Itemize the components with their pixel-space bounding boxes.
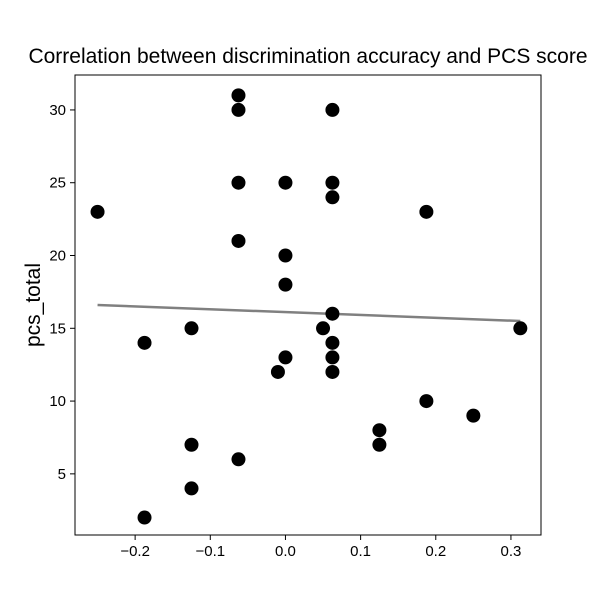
y-tick-label: 25 bbox=[49, 175, 66, 192]
x-tick-label: 0.0 bbox=[275, 543, 296, 560]
data-point bbox=[184, 321, 199, 336]
data-points bbox=[90, 88, 528, 525]
y-axis-label: pcs_total bbox=[22, 263, 45, 347]
data-point bbox=[231, 102, 246, 117]
data-point bbox=[231, 452, 246, 467]
x-tick-label: −0.1 bbox=[195, 543, 225, 560]
x-tick-label: 0.3 bbox=[501, 543, 522, 560]
data-point bbox=[278, 175, 293, 190]
data-point bbox=[278, 248, 293, 263]
y-tick-label: 15 bbox=[49, 320, 66, 337]
x-tick-label: −0.2 bbox=[120, 543, 150, 560]
y-tick-label: 30 bbox=[49, 102, 66, 119]
data-point bbox=[513, 321, 528, 336]
data-point bbox=[231, 175, 246, 190]
data-point bbox=[325, 335, 340, 350]
y-axis: 5 10 15 20 25 30 bbox=[49, 102, 75, 483]
x-tick-label: 0.1 bbox=[350, 543, 371, 560]
data-point bbox=[372, 437, 387, 452]
y-tick-label: 10 bbox=[49, 393, 66, 410]
data-point bbox=[90, 204, 105, 219]
data-point bbox=[278, 277, 293, 292]
plot-area bbox=[74, 74, 542, 536]
data-point bbox=[325, 306, 340, 321]
data-point bbox=[137, 335, 152, 350]
data-point bbox=[325, 350, 340, 365]
data-point bbox=[184, 481, 199, 496]
data-point bbox=[184, 437, 199, 452]
data-point bbox=[419, 204, 434, 219]
data-point bbox=[316, 321, 331, 336]
data-point bbox=[372, 423, 387, 438]
x-tick-label: 0.2 bbox=[425, 543, 446, 560]
data-point bbox=[278, 350, 293, 365]
data-point bbox=[466, 408, 481, 423]
chart-title: Correlation between discrimination accur… bbox=[28, 45, 587, 68]
trend-line bbox=[97, 303, 521, 323]
data-point bbox=[231, 233, 246, 248]
data-point bbox=[325, 190, 340, 205]
y-tick-label: 5 bbox=[58, 466, 66, 483]
data-point bbox=[137, 510, 152, 525]
data-point bbox=[325, 175, 340, 190]
data-point bbox=[325, 364, 340, 379]
data-point bbox=[270, 364, 285, 379]
trend-line-layer bbox=[97, 303, 521, 323]
data-point bbox=[231, 88, 246, 103]
y-tick-label: 20 bbox=[49, 248, 66, 265]
x-axis: −0.2 −0.1 0.0 0.1 0.2 0.3 bbox=[120, 535, 521, 560]
data-point bbox=[325, 102, 340, 117]
data-point bbox=[419, 394, 434, 409]
